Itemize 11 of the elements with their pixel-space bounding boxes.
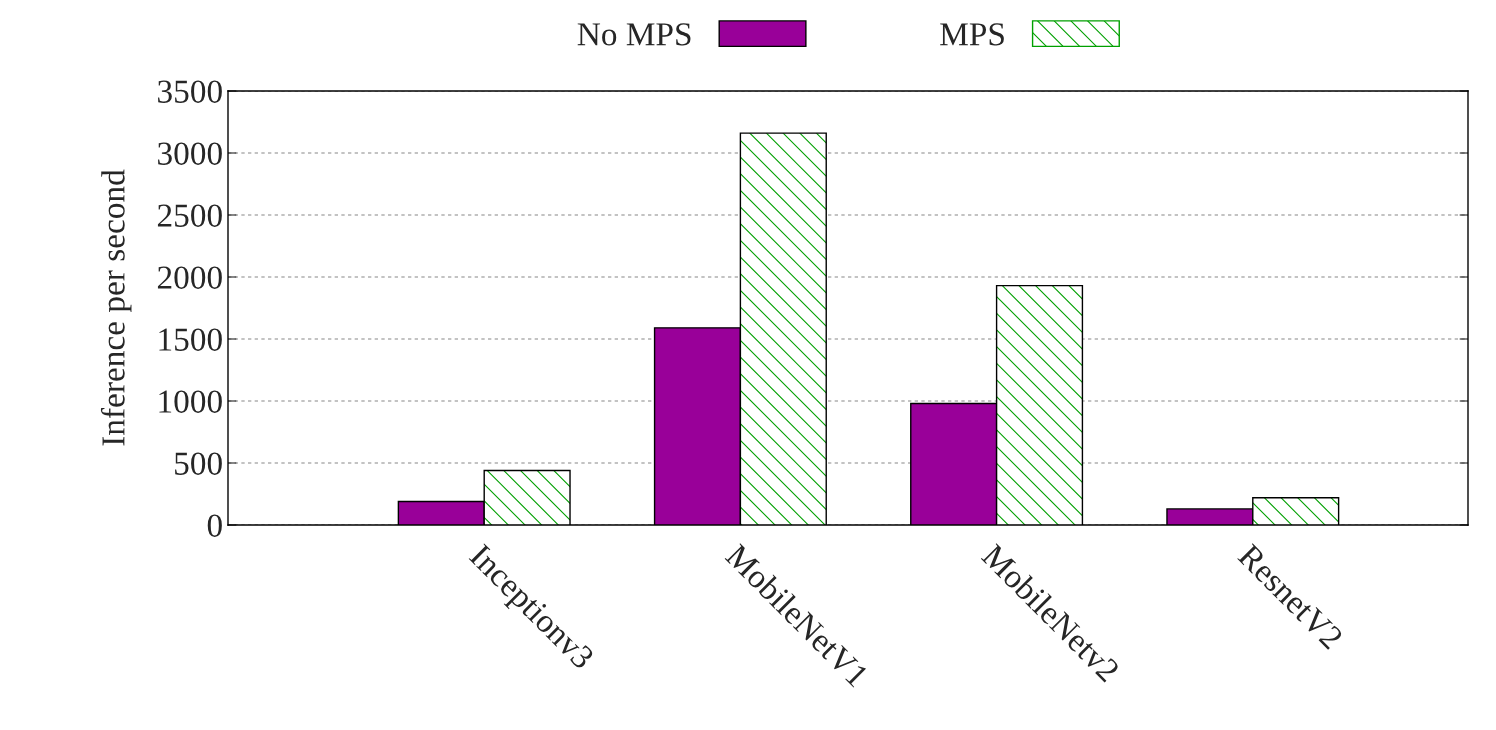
y-axis-title: Inference per second <box>100 169 132 446</box>
y-tick-label: 2500 <box>157 204 222 227</box>
y-tick-label: 0 <box>207 514 222 537</box>
y-tick-label: 3000 <box>158 142 222 165</box>
legend-label: MPS <box>940 23 1004 46</box>
y-tick-label: 500 <box>175 452 222 475</box>
y-tick-label: 2000 <box>157 266 222 289</box>
y-tick-label: 1500 <box>159 328 222 351</box>
y-tick-label: 3500 <box>158 80 222 103</box>
y-tick-label: 1000 <box>159 390 222 413</box>
legend-label: No MPS <box>577 23 691 46</box>
